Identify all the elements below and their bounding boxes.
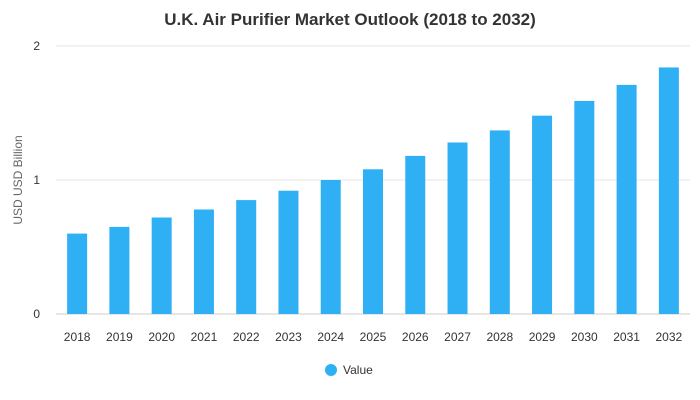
y-tick-label: 0	[33, 307, 40, 321]
x-tick-label: 2024	[317, 330, 344, 344]
y-tick-label: 2	[33, 39, 40, 53]
x-tick-label: 2031	[613, 330, 640, 344]
bar-2023[interactable]	[278, 190, 299, 314]
y-axis-label: USD USD Billion	[11, 135, 25, 224]
x-tick-label: 2023	[275, 330, 302, 344]
bar-2029[interactable]	[532, 115, 553, 315]
x-tick-label: 2021	[191, 330, 218, 344]
bars	[67, 67, 679, 315]
x-tick-labels: 2018 2019 2020 2021 2022 2023 2024 2025 2026 2027…	[64, 330, 683, 344]
x-tick-label: 2027	[444, 330, 471, 344]
x-tick-label: 2019	[106, 330, 133, 344]
legend-swatch	[325, 364, 337, 376]
x-tick-label: 2022	[233, 330, 260, 344]
x-tick-label: 2028	[486, 330, 513, 344]
x-tick-label: 2018	[64, 330, 91, 344]
x-tick-label: 2020	[148, 330, 175, 344]
bar-2030[interactable]	[574, 100, 595, 314]
bar-2026[interactable]	[405, 155, 426, 314]
bar-2027[interactable]	[447, 142, 468, 314]
bar-2028[interactable]	[489, 130, 510, 314]
legend[interactable]: Value	[325, 363, 373, 377]
x-tick-label: 2026	[402, 330, 429, 344]
x-tick-label: 2030	[571, 330, 598, 344]
bar-2031[interactable]	[616, 84, 637, 314]
y-tick-labels: 0 1 2	[33, 39, 40, 321]
chart-title: U.K. Air Purifier Market Outlook (2018 t…	[164, 10, 536, 29]
x-tick-label: 2032	[656, 330, 683, 344]
bar-2021[interactable]	[193, 209, 214, 314]
bar-2025[interactable]	[363, 169, 383, 314]
bar-2032[interactable]	[658, 67, 679, 314]
bar-2019[interactable]	[109, 226, 130, 314]
y-tick-label: 1	[33, 173, 40, 187]
bar-2022[interactable]	[236, 200, 257, 314]
bar-2018[interactable]	[67, 233, 88, 314]
legend-label: Value	[343, 363, 373, 377]
x-tick-label: 2029	[529, 330, 556, 344]
bar-2020[interactable]	[151, 217, 172, 314]
x-tick-label: 2025	[360, 330, 387, 344]
bar-2024[interactable]	[320, 180, 341, 314]
